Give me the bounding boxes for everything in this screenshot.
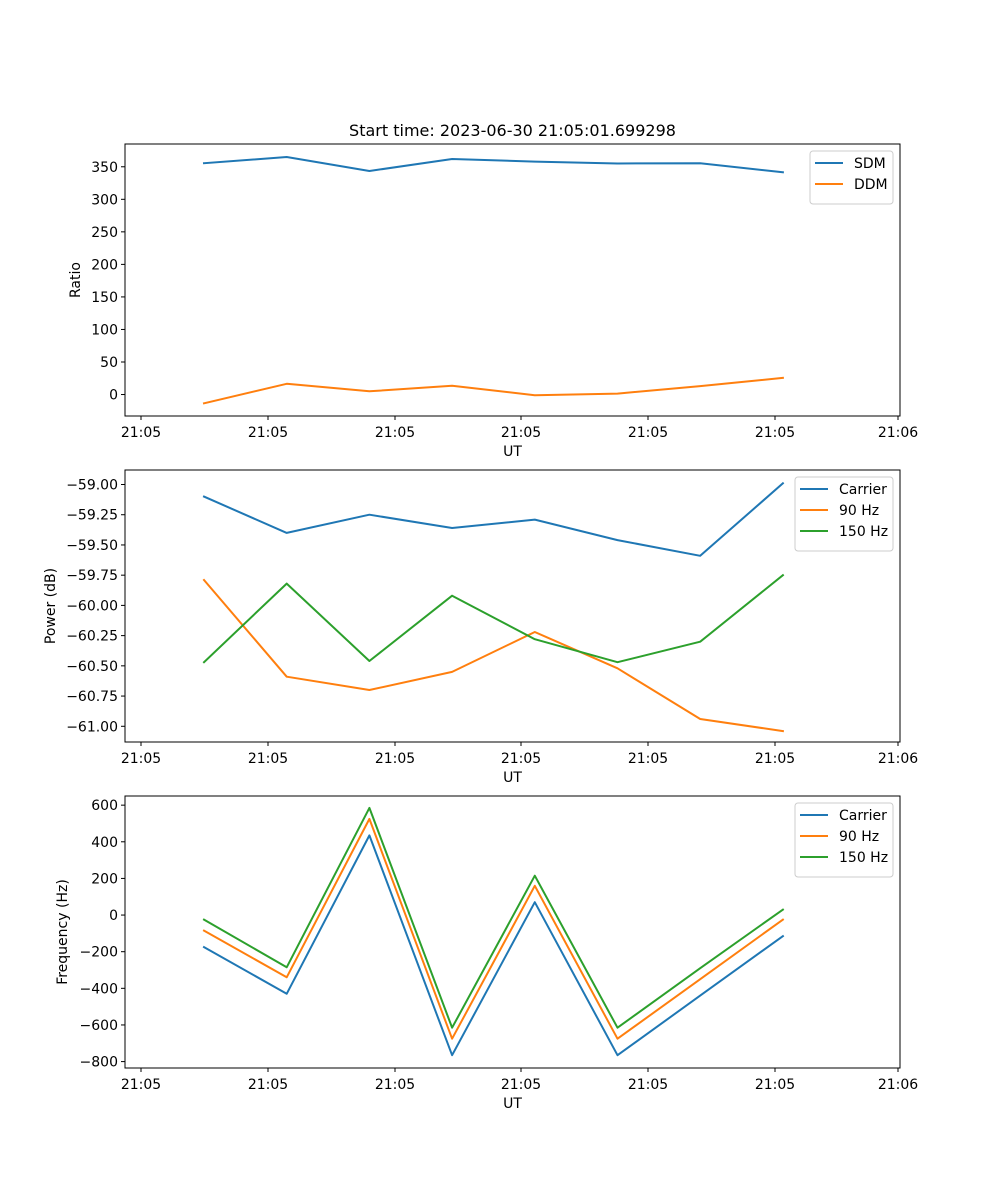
y-tick-label: −60.75: [66, 689, 118, 705]
y-tick-label: 100: [91, 322, 118, 338]
legend-label: 150 Hz: [839, 850, 888, 866]
y-tick-label: −59.00: [66, 478, 118, 494]
x-tick-label: 21:05: [121, 751, 161, 767]
x-tick-label: 21:05: [375, 1077, 415, 1093]
x-axis-label: UT: [503, 444, 522, 460]
x-tick-label: 21:05: [121, 1077, 161, 1093]
y-tick-label: −59.25: [66, 508, 118, 524]
axes-frame: [124, 469, 901, 743]
x-tick-label: 21:05: [628, 425, 668, 441]
y-axis-label: Power (dB): [43, 568, 59, 644]
chart-panel-2: 21:05 21:05 21:05 21:05 21:05 21:05 21:06 −59.0…: [43, 469, 918, 786]
series-line-150-hz: [202, 573, 785, 664]
x-tick-label: 21:05: [501, 425, 541, 441]
series-line-90-hz: [202, 817, 785, 1040]
series-line-carrier: [202, 481, 785, 557]
x-tick-label: 21:05: [501, 751, 541, 767]
y-tick-label: −600: [80, 1018, 118, 1034]
series-line-ddm: [202, 376, 784, 405]
legend-label: SDM: [854, 156, 886, 172]
legend-box: [794, 802, 894, 878]
y-axis-label: Ratio: [68, 262, 84, 298]
legend-label: 150 Hz: [839, 524, 888, 540]
y-axis-label: Frequency (Hz): [55, 879, 71, 985]
x-tick-label: 21:05: [501, 1077, 541, 1093]
series-line-90-hz: [202, 578, 785, 733]
x-tick-label: 21:05: [248, 425, 288, 441]
y-tick-label: 200: [91, 871, 118, 887]
x-tick-label: 21:05: [755, 751, 795, 767]
legend: SDM DDM: [809, 150, 894, 205]
x-tick-label: 21:05: [248, 751, 288, 767]
legend: Carrier 90 Hz 150 Hz: [794, 802, 894, 878]
y-tick-label: −61.00: [66, 719, 118, 735]
y-tick-label: −200: [80, 945, 118, 961]
x-tick-label: 21:05: [248, 1077, 288, 1093]
x-tick-label: 21:06: [878, 1077, 918, 1093]
y-tick-label: −59.50: [66, 538, 118, 554]
legend-label: DDM: [854, 177, 888, 193]
axes-frame: [124, 795, 901, 1069]
x-tick-label: 21:06: [878, 751, 918, 767]
y-tick-label: 0: [109, 908, 118, 924]
axes-frame: [124, 143, 901, 417]
y-tick-label: 200: [91, 257, 118, 273]
series-line-carrier: [202, 834, 785, 1057]
chart-panel-1: 21:05 21:05 21:05 21:05 21:05 21:05 21:06 0 50 10…: [68, 143, 918, 460]
legend-label: 90 Hz: [839, 829, 879, 845]
y-tick-label: 0: [109, 388, 118, 404]
y-tick-label: 250: [91, 225, 118, 241]
x-tick-label: 21:05: [628, 1077, 668, 1093]
y-tick-label: −800: [80, 1055, 118, 1071]
x-tick-label: 21:05: [375, 425, 415, 441]
x-tick-label: 21:05: [121, 425, 161, 441]
legend-label: 90 Hz: [839, 503, 879, 519]
x-axis-label: UT: [503, 770, 522, 786]
x-tick-label: 21:05: [628, 751, 668, 767]
y-tick-label: −400: [80, 981, 118, 997]
series-line-sdm: [202, 156, 785, 174]
figure-title: Start time: 2023-06-30 21:05:01.699298: [349, 121, 676, 140]
y-tick-label: −60.50: [66, 659, 118, 675]
y-tick-label: 300: [91, 192, 118, 208]
y-tick-label: 600: [91, 798, 118, 814]
legend-box: [794, 476, 894, 552]
x-tick-label: 21:06: [878, 425, 918, 441]
y-tick-label: 400: [91, 835, 118, 851]
y-tick-label: −60.00: [66, 598, 118, 614]
legend-label: Carrier: [839, 808, 887, 824]
x-axis-label: UT: [503, 1096, 522, 1112]
x-tick-label: 21:05: [755, 1077, 795, 1093]
x-tick-label: 21:05: [375, 751, 415, 767]
x-tick-label: 21:05: [755, 425, 795, 441]
legend-label: Carrier: [839, 482, 887, 498]
y-tick-label: 350: [91, 160, 118, 176]
y-tick-label: 150: [91, 290, 118, 306]
y-tick-label: 50: [100, 355, 118, 371]
y-tick-label: −59.75: [66, 568, 118, 584]
series-line-150-hz: [202, 806, 785, 1029]
chart-panel-3: 21:05 21:05 21:05 21:05 21:05 21:05 21:06 −800 −…: [55, 795, 918, 1112]
legend: Carrier 90 Hz 150 Hz: [794, 476, 894, 552]
legend-box: [809, 150, 894, 205]
y-tick-label: −60.25: [66, 629, 118, 645]
